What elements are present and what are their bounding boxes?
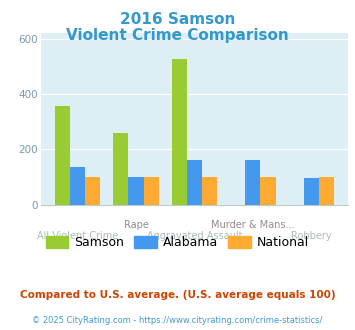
Bar bbox=[143, 177, 159, 205]
Bar bbox=[55, 106, 70, 205]
Text: Murder & Mans...: Murder & Mans... bbox=[211, 220, 295, 230]
Text: © 2025 CityRating.com - https://www.cityrating.com/crime-statistics/: © 2025 CityRating.com - https://www.city… bbox=[32, 316, 323, 325]
Bar bbox=[260, 177, 275, 205]
Text: 2016 Samson: 2016 Samson bbox=[120, 12, 235, 26]
Bar bbox=[304, 178, 319, 205]
Text: Rape: Rape bbox=[124, 220, 148, 230]
Text: Violent Crime Comparison: Violent Crime Comparison bbox=[66, 28, 289, 43]
Text: Robbery: Robbery bbox=[291, 231, 332, 241]
Bar bbox=[171, 59, 187, 205]
Text: All Violent Crime: All Violent Crime bbox=[37, 231, 118, 241]
Bar bbox=[129, 177, 143, 205]
Bar bbox=[113, 133, 129, 205]
Bar bbox=[187, 160, 202, 205]
Legend: Samson, Alabama, National: Samson, Alabama, National bbox=[41, 231, 314, 254]
Text: Compared to U.S. average. (U.S. average equals 100): Compared to U.S. average. (U.S. average … bbox=[20, 290, 335, 300]
Bar bbox=[202, 177, 217, 205]
Bar bbox=[245, 160, 260, 205]
Bar bbox=[70, 167, 85, 205]
Text: Aggravated Assault: Aggravated Assault bbox=[147, 231, 242, 241]
Bar bbox=[85, 177, 100, 205]
Bar bbox=[319, 177, 334, 205]
